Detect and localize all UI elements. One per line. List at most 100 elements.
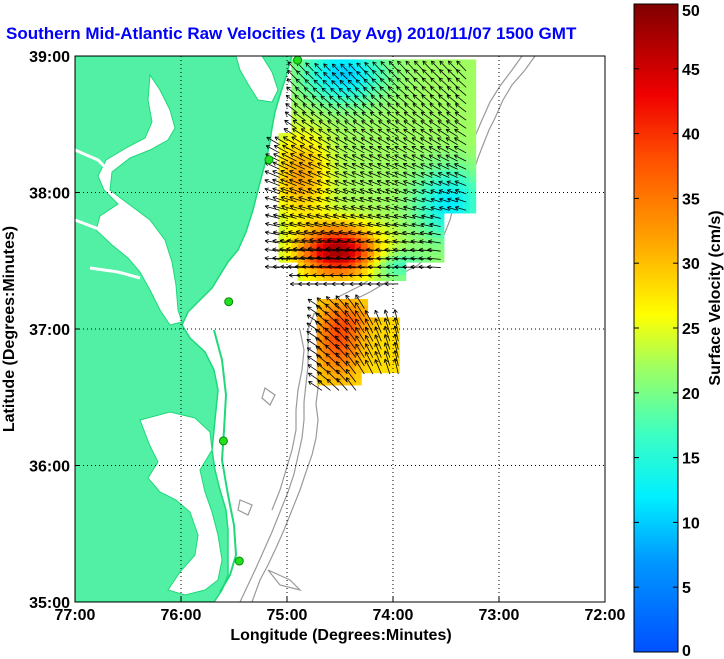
velocity-arrow-head: [395, 94, 399, 99]
velocity-arrow: [345, 352, 357, 367]
velocity-arrow: [314, 222, 331, 228]
velocity-cell: [329, 311, 337, 318]
velocity-arrow-head: [317, 137, 321, 142]
velocity-arrow-head: [300, 136, 304, 141]
river: [89, 266, 141, 280]
velocity-arrow: [293, 111, 306, 121]
velocity-arrow-head: [447, 198, 451, 202]
velocity-arrow-head: [446, 111, 449, 116]
velocity-cell: [310, 188, 318, 196]
velocity-arrow-head: [316, 197, 320, 201]
velocity-arrow-head: [368, 146, 372, 150]
velocity-cell: [462, 71, 470, 79]
velocity-arrow-head: [418, 257, 423, 261]
velocity-arrow: [394, 128, 407, 137]
velocity-cell: [373, 176, 381, 183]
velocity-arrow-head: [411, 154, 415, 159]
velocity-cell: [469, 206, 477, 214]
velocity-cell: [291, 225, 299, 232]
velocity-arrow: [356, 62, 365, 72]
velocity-arrow-head: [287, 266, 292, 269]
velocity-arrow-head: [352, 146, 355, 150]
velocity-arrow-head: [286, 255, 291, 259]
velocity-cell: [456, 151, 464, 159]
velocity-arrow-head: [375, 240, 380, 244]
velocity-cell: [424, 83, 432, 91]
velocity-cell: [412, 90, 419, 97]
velocity-cell: [399, 262, 407, 269]
velocity-arrow-head: [358, 223, 362, 227]
velocity-arrow-head: [447, 206, 451, 211]
velocity-arrow: [298, 205, 314, 211]
velocity-cell: [373, 157, 381, 165]
velocity-arrow-head: [456, 69, 461, 72]
velocity-arrow-head: [314, 283, 319, 287]
velocity-arrow-head: [334, 188, 339, 190]
velocity-arrow-head: [346, 368, 350, 372]
velocity-arrow: [296, 231, 314, 236]
velocity-arrow: [370, 111, 382, 121]
velocity-cell: [316, 157, 324, 165]
velocity-cell: [393, 133, 400, 140]
velocity-cell: [342, 108, 349, 116]
velocity-cell: [405, 108, 413, 116]
velocity-arrow-head: [327, 238, 332, 241]
velocity-arrow-head: [430, 197, 435, 200]
velocity-arrow-head: [328, 103, 333, 106]
velocity-cell: [354, 59, 362, 67]
y-tick-label: 39:00: [29, 49, 70, 66]
velocity-arrow-head: [345, 294, 350, 298]
velocity-arrow-head: [295, 231, 300, 235]
velocity-arrow: [331, 80, 340, 88]
velocity-arrow-head: [367, 275, 372, 278]
velocity-cell: [342, 194, 349, 202]
velocity-arrow-head: [403, 120, 407, 125]
velocity-cell: [348, 323, 356, 331]
velocity-cell: [342, 212, 349, 220]
velocity-cell: [323, 133, 330, 140]
velocity-cell: [386, 348, 394, 355]
velocity-arrow-head: [306, 314, 310, 319]
velocity-cell: [316, 114, 324, 122]
velocity-arrow-head: [286, 257, 291, 261]
velocity-arrow-head: [376, 273, 381, 276]
velocity-cell: [399, 90, 407, 97]
velocity-arrow-head: [402, 215, 407, 219]
velocity-cell: [393, 249, 400, 257]
velocity-arrow-head: [385, 275, 390, 278]
velocity-arrow-head: [376, 189, 381, 193]
velocity-arrow: [359, 188, 373, 195]
velocity-cell: [393, 243, 400, 251]
velocity-arrow: [384, 358, 391, 375]
velocity-arrow-head: [282, 144, 285, 149]
velocity-cell: [437, 120, 445, 128]
velocity-arrow: [345, 369, 357, 383]
velocity-arrow: [295, 86, 306, 96]
velocity-cell: [335, 219, 343, 226]
velocity-cell: [291, 71, 299, 79]
velocity-arrow-head: [454, 137, 457, 142]
velocity-arrow: [403, 163, 416, 170]
velocity-arrow-head: [294, 239, 298, 243]
velocity-arrow-head: [273, 221, 278, 224]
velocity-cell: [462, 182, 470, 189]
velocity-arrow: [364, 310, 374, 326]
velocity-arrow-head: [343, 129, 347, 133]
velocity-arrow: [385, 197, 399, 203]
velocity-arrow-head: [346, 257, 351, 261]
velocity-cell: [310, 120, 318, 128]
velocity-cell: [380, 255, 388, 263]
velocity-cell: [393, 176, 400, 183]
velocity-cell: [348, 348, 356, 355]
velocity-arrow: [438, 94, 450, 105]
velocity-arrow: [412, 94, 424, 105]
velocity-arrow-head: [346, 247, 351, 250]
velocity-cell: [348, 274, 356, 282]
velocity-arrow-head: [287, 69, 292, 72]
velocity-cell: [284, 206, 292, 214]
velocity-cell: [310, 157, 318, 165]
velocity-arrow-head: [264, 247, 269, 250]
velocity-arrow: [359, 180, 374, 187]
velocity-arrow: [290, 153, 306, 162]
